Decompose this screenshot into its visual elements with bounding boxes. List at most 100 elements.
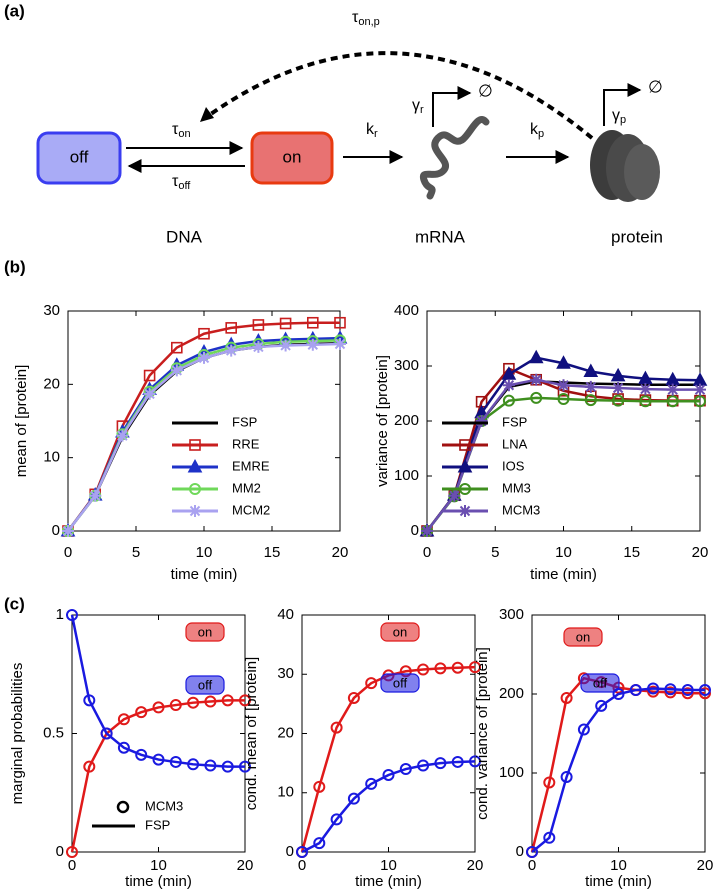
x-tick-label: 20: [237, 857, 254, 874]
marker-circle: [66, 846, 78, 858]
marker-circle: [699, 684, 711, 697]
marker-square: [225, 322, 237, 334]
marker-asterisk: [252, 340, 265, 353]
legend-label: MM3: [502, 480, 531, 495]
on-state-box: [250, 131, 334, 185]
marker-asterisk: [612, 382, 625, 394]
rate-label: kp: [530, 121, 544, 140]
marker-asterisk: [89, 489, 102, 502]
diagram: off on τon τoff kr γr ∅ kp γp ∅ τon,p DN…: [36, 9, 663, 246]
marker-asterisk: [421, 525, 433, 537]
marker-asterisk: [448, 489, 461, 502]
marker-circle: [135, 706, 148, 719]
y-tick-label: 20: [277, 724, 294, 741]
x-axis-label: time (min): [530, 566, 597, 583]
marker-circle: [434, 662, 447, 675]
marker-square: [143, 369, 156, 382]
off-state-label: off: [70, 147, 89, 166]
marker-circle: [100, 727, 113, 740]
x-tick-label: 10: [150, 857, 167, 874]
marker-circle: [117, 741, 130, 754]
marker-asterisk: [557, 379, 570, 392]
marker-circle: [296, 846, 308, 858]
marker-circle: [135, 748, 148, 761]
legend-badge: [380, 622, 420, 642]
x-tick-label: 10: [380, 857, 397, 874]
marker-triangle: [457, 458, 473, 473]
legend-badge: [580, 673, 620, 693]
marker-circle: [469, 755, 481, 768]
marker-circle: [83, 760, 96, 773]
marker-asterisk: [334, 338, 346, 350]
plot-frame: [531, 614, 706, 853]
x-axis-label: time (min): [171, 566, 238, 583]
marker-square: [334, 316, 346, 329]
marker-circle: [83, 694, 96, 707]
marker-circle: [347, 691, 360, 704]
marker-circle: [239, 694, 251, 707]
marker-circle: [187, 758, 200, 771]
legend-badge: [563, 627, 603, 647]
panel-label: (c): [4, 594, 25, 613]
marker-square: [459, 439, 471, 451]
legend-badge: [185, 622, 225, 642]
x-tick-label: 0: [68, 857, 76, 874]
legend-label: EMRE: [232, 458, 270, 473]
x-tick-label: 0: [528, 857, 536, 874]
marker-circle: [530, 391, 543, 404]
marker-circle: [666, 395, 679, 408]
marker-asterisk: [116, 429, 129, 442]
legend-label: LNA: [502, 436, 528, 451]
marker-circle: [543, 831, 556, 844]
marker-triangle: [528, 349, 544, 364]
series-line: [531, 687, 705, 853]
rate-label: kr: [366, 121, 378, 140]
y-tick-label: 30: [277, 665, 294, 682]
mrna-icon: [419, 116, 490, 200]
legend-label: off: [393, 675, 408, 690]
marker-asterisk: [62, 525, 74, 537]
legend-label: MCM2: [232, 502, 270, 517]
legend-badge: [380, 673, 420, 693]
marker-circle: [221, 760, 234, 773]
x-tick-label: 5: [132, 544, 140, 561]
legend-badge: [185, 675, 225, 695]
x-tick-label: 20: [692, 544, 709, 561]
marker-square: [306, 316, 319, 329]
caption: DNA: [166, 227, 203, 246]
marker-circle: [313, 837, 326, 850]
y-tick-label: 300: [394, 357, 419, 374]
y-tick-label: 400: [394, 302, 419, 319]
marker-circle: [595, 699, 608, 712]
x-tick-label: 0: [298, 857, 306, 874]
marker-circle: [330, 813, 343, 826]
x-tick-label: 15: [264, 544, 281, 561]
marker-asterisk: [459, 505, 471, 517]
marker-circle: [417, 663, 430, 676]
marker-circle: [169, 755, 182, 768]
rate-label: τon: [172, 121, 191, 140]
marker-circle: [399, 763, 412, 776]
marker-square: [252, 319, 265, 331]
arrow: [603, 83, 642, 126]
marker-circle: [681, 684, 694, 697]
y-axis-label: mean of [protein]: [13, 365, 30, 478]
feedback-arrow: [206, 51, 594, 140]
x-axis-label: time (min): [355, 873, 422, 890]
legend-label: FSP: [145, 817, 170, 832]
marker-asterisk: [530, 373, 543, 386]
x-tick-label: 10: [196, 544, 213, 561]
x-tick-label: 5: [491, 544, 499, 561]
legend-label: IOS: [502, 458, 525, 473]
y-tick-label: 0: [52, 522, 60, 539]
y-tick-label: 10: [277, 784, 294, 801]
marker-asterisk: [143, 387, 156, 400]
x-tick-label: 10: [610, 857, 627, 874]
marker-circle: [189, 483, 201, 495]
arrow: [432, 86, 472, 127]
marker-circle: [647, 682, 660, 695]
marker-circle: [451, 755, 464, 768]
marker-circle: [584, 394, 597, 407]
y-tick-label: 10: [43, 449, 60, 466]
series-line: [530, 676, 705, 853]
